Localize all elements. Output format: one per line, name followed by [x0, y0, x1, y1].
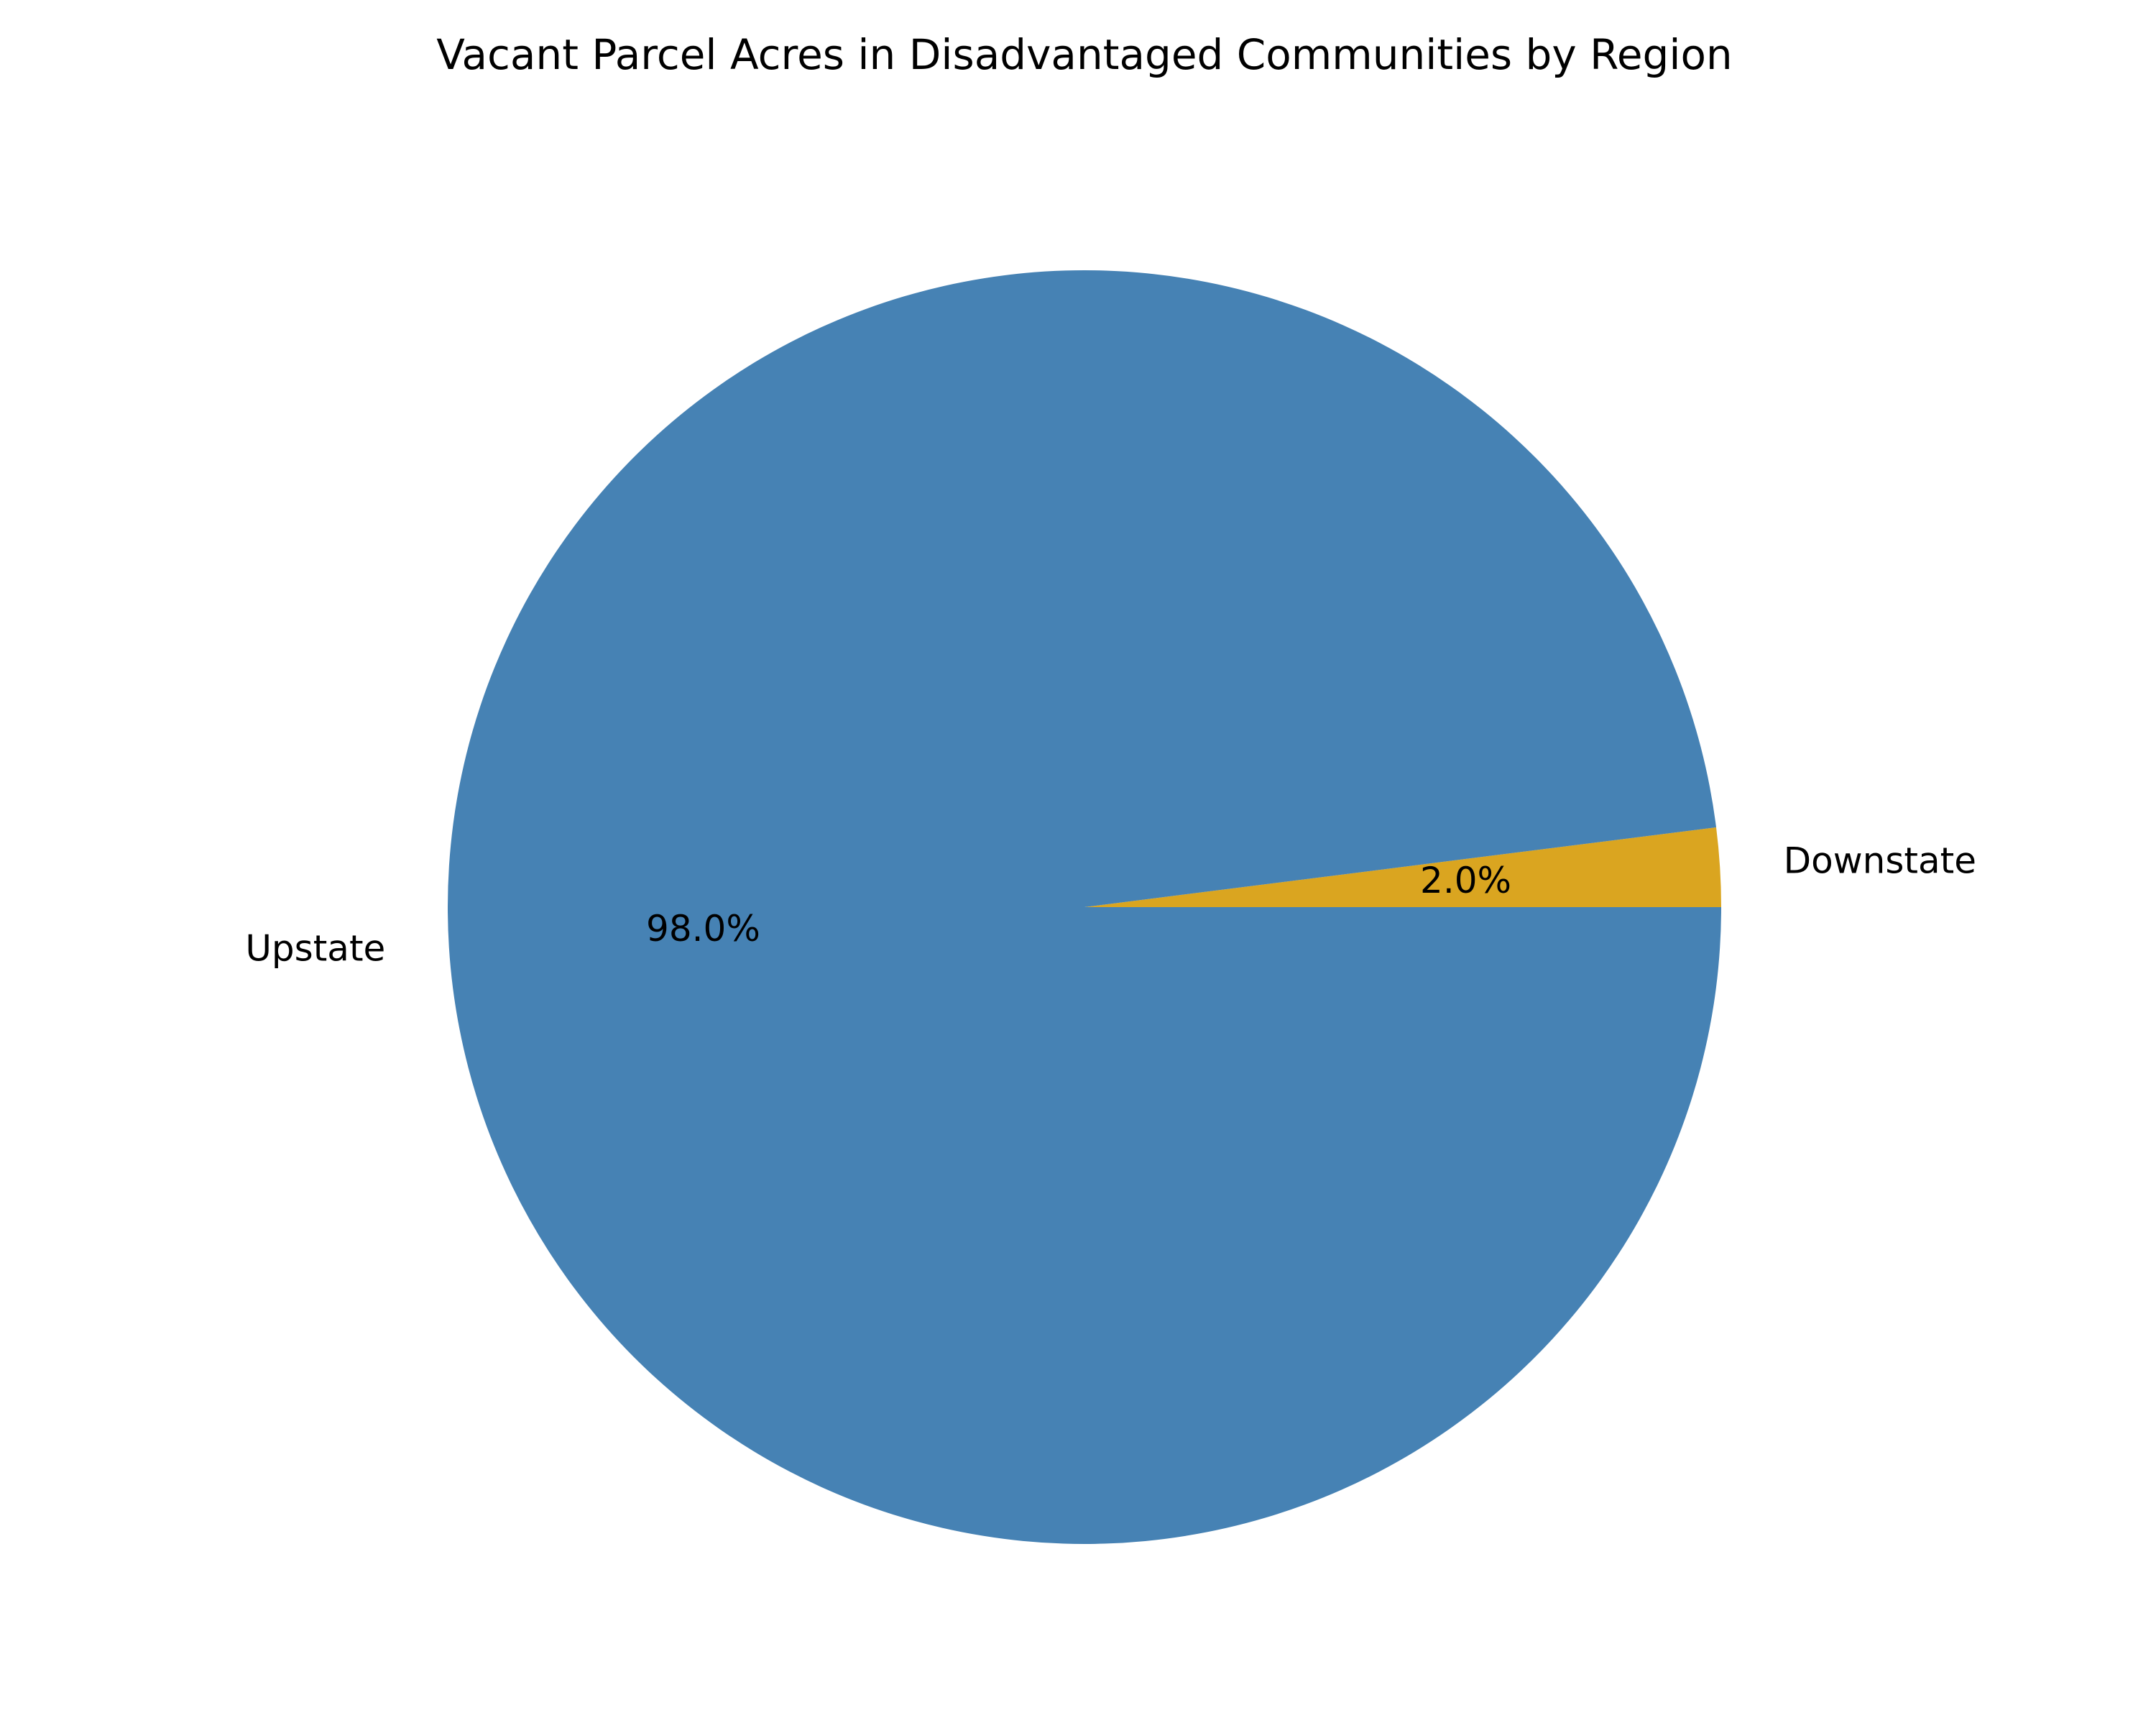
- slice-percent-upstate: 98.0%: [646, 908, 760, 950]
- pie-labels: Downstate 2.0% Upstate 98.0%: [245, 840, 1976, 969]
- chart-title: Vacant Parcel Acres in Disadvantaged Com…: [436, 30, 1732, 79]
- pie-slice-downstate: [1084, 827, 1721, 907]
- slice-label-upstate: Upstate: [245, 928, 385, 970]
- pie-slice-upstate: [448, 270, 1722, 1544]
- pie-slices: [448, 270, 1722, 1544]
- slice-percent-downstate: 2.0%: [1420, 860, 1511, 901]
- slice-label-downstate: Downstate: [1784, 840, 1976, 881]
